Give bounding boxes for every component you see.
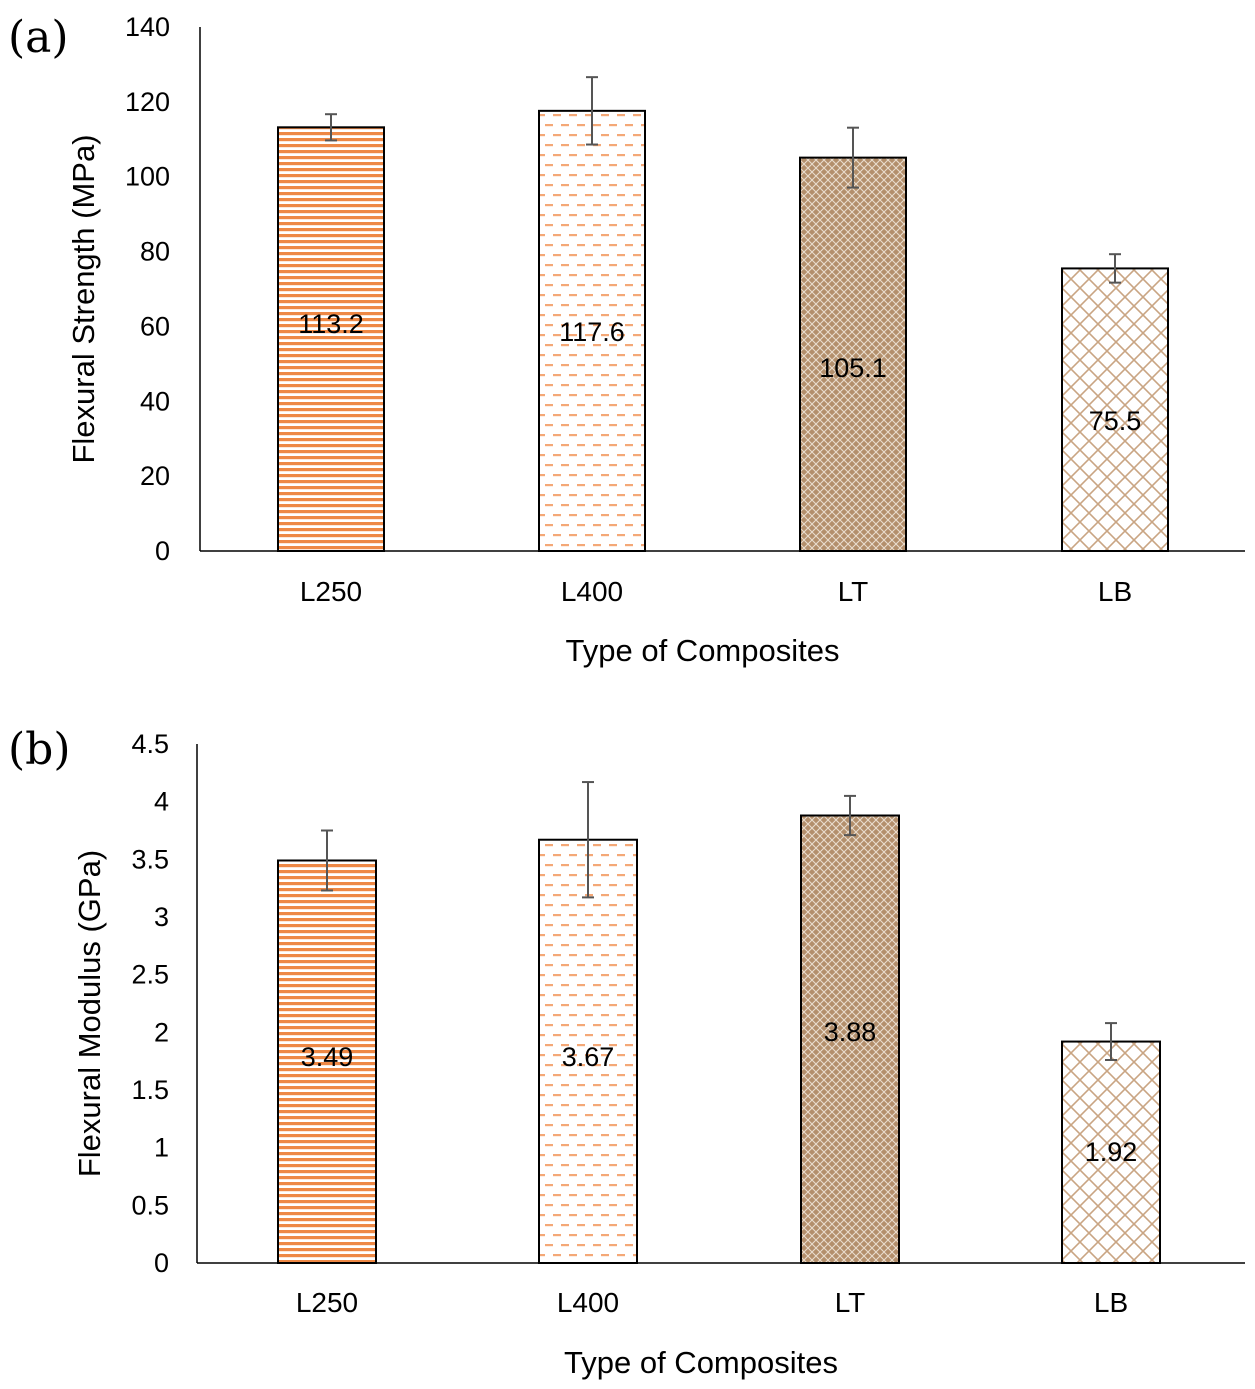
data-label: 3.88 — [824, 1017, 877, 1047]
error-bar — [847, 126, 859, 189]
y-tick-label: 1.5 — [131, 1075, 169, 1105]
bar-lb — [1061, 1040, 1161, 1265]
y-tick-label: 100 — [125, 162, 170, 192]
x-tick-label: L400 — [561, 576, 623, 607]
error-bar — [582, 781, 594, 899]
panel-label: (b) — [8, 724, 71, 775]
x-tick-label: L250 — [300, 576, 362, 607]
y-tick-label: 3 — [154, 902, 169, 932]
x-tick-label: LB — [1094, 1287, 1128, 1318]
error-bar — [325, 113, 337, 142]
bar-l250 — [277, 126, 385, 553]
data-label: 1.92 — [1085, 1137, 1138, 1167]
panel-label: (a) — [8, 12, 69, 63]
error-bar — [1105, 1022, 1117, 1062]
error-bar — [586, 76, 598, 146]
error-bar — [321, 829, 333, 892]
bar-l250 — [277, 859, 377, 1265]
y-tick-label: 2 — [154, 1017, 169, 1047]
y-tick-label: 60 — [140, 311, 170, 341]
y-tick-label: 140 — [125, 12, 170, 42]
y-tick-label: 4 — [154, 787, 169, 817]
y-tick-label: 120 — [125, 87, 170, 117]
x-tick-label: LB — [1098, 576, 1132, 607]
y-tick-label: 0 — [155, 536, 170, 566]
data-label: 3.67 — [562, 1042, 615, 1072]
x-tick-label: L250 — [296, 1287, 358, 1318]
bar-l400 — [538, 838, 638, 1265]
y-tick-label: 2.5 — [131, 960, 169, 990]
bar-lt — [800, 814, 900, 1264]
y-tick-label: 40 — [140, 386, 170, 416]
x-tick-label: LT — [835, 1287, 866, 1318]
y-tick-label: 80 — [140, 237, 170, 267]
data-label: 113.2 — [298, 309, 364, 339]
error-bar — [1109, 253, 1121, 284]
x-tick-label: L400 — [557, 1287, 619, 1318]
y-axis-title: Flexural Strength (MPa) — [66, 134, 101, 463]
y-tick-label: 0 — [154, 1248, 169, 1278]
y-tick-label: 4.5 — [131, 729, 169, 759]
bar-lb — [1061, 267, 1169, 552]
x-axis-title: Type of Composites — [566, 633, 840, 668]
data-label: 105.1 — [819, 353, 887, 383]
data-label: 117.6 — [559, 317, 625, 347]
x-tick-label: LT — [838, 576, 869, 607]
y-tick-label: 1 — [154, 1133, 169, 1163]
y-tick-label: 3.5 — [131, 844, 169, 874]
y-tick-label: 0.5 — [131, 1190, 169, 1220]
y-axis-title: Flexural Modulus (GPa) — [72, 850, 107, 1177]
bar-lt — [799, 156, 907, 553]
panel-b: (b) 0 0.5 1 1.5 2 2.5 3 3.5 4 4.5 3.49 L250 3.67 L400 3… — [8, 724, 1245, 1380]
bar-l400 — [538, 109, 646, 552]
error-bar — [844, 794, 856, 837]
x-axis-title: Type of Composites — [564, 1345, 838, 1380]
panel-a: (a) 0 20 40 60 80 100 120 140 113.2 L250 117.6 L400 1… — [8, 12, 1245, 668]
data-label: 75.5 — [1089, 406, 1142, 436]
y-tick-label: 20 — [140, 461, 170, 491]
data-label: 3.49 — [301, 1042, 354, 1072]
